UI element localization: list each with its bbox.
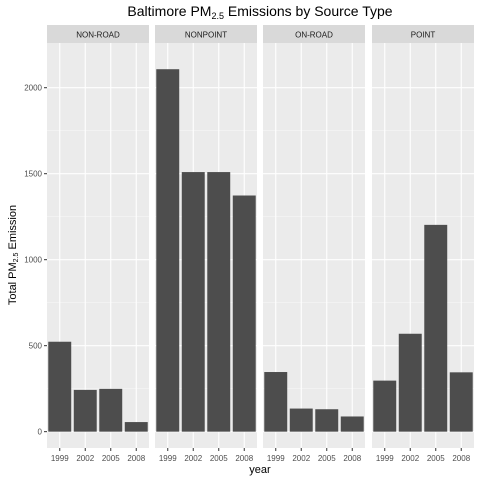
facet-strip	[47, 25, 149, 43]
x-tick-label: 2005	[210, 454, 228, 463]
chart-title-main: Baltimore PM	[127, 3, 211, 19]
y-tick-label: 500	[29, 342, 43, 351]
y-axis: 0 500 1000 1500 2000	[24, 84, 47, 437]
bar-point-2008	[449, 372, 473, 432]
y-axis-title-rest: Emission	[7, 205, 19, 253]
x-tick-label: 1999	[267, 454, 285, 463]
facet-strip	[263, 25, 365, 43]
bar-point-2005	[424, 224, 448, 432]
x-tick-label: 2005	[427, 454, 445, 463]
bar-on-road-1999	[264, 372, 288, 432]
bar-point-1999	[373, 380, 397, 432]
x-axis-title: year	[249, 464, 271, 476]
y-tick-label: 2000	[24, 84, 42, 93]
bar-nonpoint-2002	[181, 172, 205, 432]
facet-non-road: NON-ROAD 1999 2002 2005 2008	[47, 25, 149, 463]
chart-title: Baltimore PM2.5 Emissions by Source Type	[127, 3, 392, 21]
facet-point: POINT 1999 2002 2005 2008	[372, 25, 474, 463]
facet-nonpoint: NONPOINT 1999 2002 2005 2008	[155, 25, 257, 463]
y-axis-title-main: Total PM	[7, 262, 19, 305]
bar-on-road-2002	[289, 408, 313, 432]
bar-non-road-2002	[73, 389, 97, 432]
chart-title-subscript: 2.5	[211, 11, 224, 21]
x-tick-label: 2002	[184, 454, 202, 463]
bar-on-road-2008	[340, 416, 364, 432]
facet-strip-label: NON-ROAD	[76, 31, 120, 40]
chart-title-rest: Emissions by Source Type	[224, 3, 393, 19]
facet-strip	[372, 25, 474, 43]
x-tick-label: 2002	[292, 454, 310, 463]
y-axis-title: Total PM2.5 Emission	[7, 205, 20, 305]
facet-strip-label: NONPOINT	[185, 31, 227, 40]
bar-nonpoint-1999	[156, 69, 180, 432]
y-axis-title-subscript: 2.5	[13, 252, 20, 262]
facet-on-road: ON-ROAD 1999 2002 2005 2008	[263, 25, 365, 463]
bar-point-2002	[398, 333, 422, 432]
bar-non-road-2008	[124, 422, 148, 432]
bar-non-road-2005	[99, 388, 123, 432]
x-tick-label: 2005	[102, 454, 120, 463]
x-tick-label: 1999	[376, 454, 394, 463]
bar-nonpoint-2005	[207, 172, 231, 432]
facet-strip-label: POINT	[411, 31, 436, 40]
facet-strip	[155, 25, 257, 43]
bar-on-road-2005	[315, 409, 339, 432]
x-tick-label: 1999	[51, 454, 69, 463]
x-tick-label: 2008	[127, 454, 145, 463]
x-tick-label: 2002	[76, 454, 94, 463]
y-tick-label: 1000	[24, 256, 42, 265]
x-tick-label: 2008	[235, 454, 253, 463]
y-tick-label: 0	[38, 428, 43, 437]
facet-strip-label: ON-ROAD	[295, 31, 333, 40]
x-tick-label: 1999	[159, 454, 177, 463]
x-tick-label: 2008	[343, 454, 361, 463]
y-tick-label: 1500	[24, 170, 42, 179]
bar-non-road-1999	[48, 341, 72, 432]
bar-nonpoint-2008	[232, 195, 256, 432]
x-tick-label: 2002	[401, 454, 419, 463]
x-tick-label: 2005	[318, 454, 336, 463]
facet-panels: NON-ROAD 1999 2002 2005 2008 NONPOINT 1999 2002…	[47, 25, 474, 463]
x-tick-label: 2008	[452, 454, 470, 463]
